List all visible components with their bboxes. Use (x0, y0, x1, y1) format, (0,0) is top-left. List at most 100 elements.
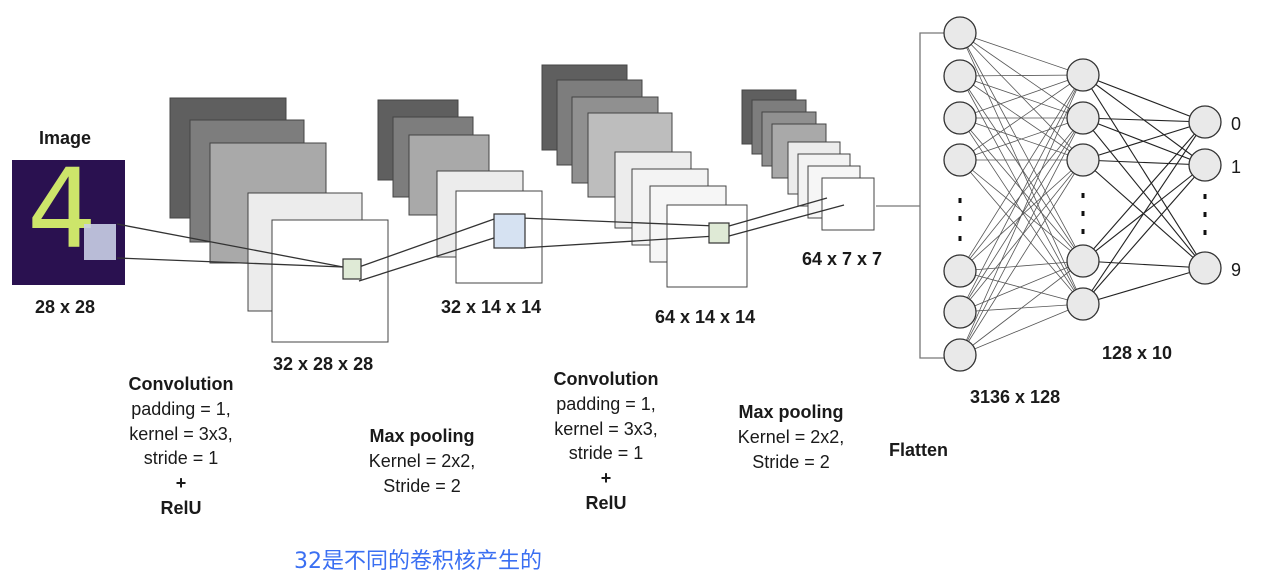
fc-edge (959, 159, 1084, 356)
pool2-shape-label: 64 x 7 x 7 (802, 249, 883, 269)
pool2-kernel: Kernel = 2x2, (737, 426, 845, 447)
fc-edge (1082, 164, 1206, 305)
conv2-feature-map (666, 204, 748, 288)
hidden-layer-1-node (943, 295, 977, 329)
fc-edge (959, 117, 1084, 262)
hidden-layer-1-node (943, 59, 977, 93)
output-layer-node (1188, 148, 1222, 182)
output-layer-node (1188, 105, 1222, 139)
fc-edge (959, 117, 1084, 272)
ellipsis-dot (1081, 193, 1085, 198)
input-caption: Image (39, 128, 92, 148)
hidden-layer-2-node (1066, 244, 1100, 278)
input-image: 4 (12, 145, 125, 285)
receptive-field-line (520, 217, 717, 227)
pool1-kernel-square (493, 213, 526, 249)
receptive-field-line (728, 204, 845, 237)
fc-edge (1082, 260, 1206, 269)
receptive-field-line (520, 235, 717, 249)
ellipsis-dot (1081, 229, 1085, 234)
pool2-description: Max pooling Kernel = 2x2, Stride = 2 (726, 400, 856, 474)
hidden-layer-2-node (1066, 143, 1100, 177)
fc-edge (959, 75, 1084, 119)
fc-edge (1082, 117, 1206, 269)
fc-edge (1082, 159, 1206, 166)
fc-edge (959, 75, 1084, 262)
fc-edge (1082, 159, 1206, 269)
fc-edge (959, 260, 1084, 313)
fc-edge (959, 74, 1084, 161)
pool1-description: Max pooling Kernel = 2x2, Stride = 2 (357, 424, 487, 498)
fc-edge (959, 74, 1084, 356)
conv2-plus: + (600, 468, 612, 489)
hidden-layer-1-node (943, 16, 977, 50)
fc-edge (959, 270, 1084, 305)
ellipsis-dot (958, 198, 962, 203)
conv1-padding: padding = 1, (131, 398, 231, 419)
fc-edge (959, 32, 1084, 262)
ellipsis-dot (1203, 230, 1207, 235)
fc1-shape-label: 3136 x 128 (970, 387, 1061, 407)
receptive-field-line (728, 197, 828, 227)
receptive-field-line (358, 236, 498, 282)
conv1-kernel: kernel = 3x3, (129, 423, 233, 444)
ellipsis-dot (958, 216, 962, 221)
flatten-bracket-line (919, 32, 960, 359)
fc-edge (1082, 121, 1206, 262)
fc-edge (959, 74, 1084, 119)
conv1-plus: + (175, 473, 187, 494)
fc-edge (959, 74, 1084, 77)
pool2-feature-map (821, 177, 875, 231)
pool2-feature-map-stack (741, 89, 875, 231)
conv1-activation: RelU (160, 498, 202, 519)
fc-edge (959, 159, 1084, 305)
fc-edge (1082, 74, 1206, 123)
pool1-stride: Stride = 2 (383, 475, 461, 496)
conv2-kernel-square (708, 222, 730, 244)
fc-edge (959, 32, 1084, 76)
conv1-feature-map-stack (169, 97, 389, 343)
image-background (12, 160, 125, 285)
conv1-stride: stride = 1 (143, 448, 219, 469)
output-label-9: 9 (1231, 260, 1242, 280)
ellipsis-dot (1203, 212, 1207, 217)
pool1-title: Max pooling (369, 426, 475, 446)
pool1-shape-label: 32 x 14 x 14 (441, 297, 542, 317)
fc-edge (959, 74, 1084, 272)
fc-edge (1082, 267, 1206, 305)
hidden-layer-1-node (943, 254, 977, 288)
ellipsis-dot (1203, 194, 1207, 199)
receptive-field-line (116, 257, 344, 268)
receptive-field-line (358, 217, 498, 268)
output-layer-node (1188, 251, 1222, 285)
conv1-kernel-square (342, 258, 362, 280)
hidden-layer-1-node (943, 143, 977, 177)
fc-edge (1082, 121, 1206, 305)
fc-edge (959, 117, 1084, 356)
flatten-label: Flatten (889, 440, 949, 460)
ellipsis-dot (958, 236, 962, 241)
conv2-stride: stride = 1 (568, 443, 644, 464)
hidden-layer-2-node (1066, 101, 1100, 135)
pool2-stride: Stride = 2 (752, 451, 830, 472)
hidden-layer-1-node (943, 101, 977, 135)
hidden-layer-2-node (1066, 58, 1100, 92)
conv2-padding: padding = 1, (556, 393, 656, 414)
conv1-feature-map (271, 219, 389, 343)
output-label-1: 1 (1231, 157, 1242, 177)
pool1-kernel: Kernel = 2x2, (368, 450, 476, 471)
fc-edge (959, 260, 1084, 272)
fc-edge (1082, 74, 1206, 269)
pool1-feature-map-stack (377, 99, 543, 284)
fc-edge (959, 260, 1084, 356)
fc-edge (1082, 117, 1206, 123)
conv1-shape-label: 32 x 28 x 28 (273, 354, 374, 374)
conv1-title: Convolution (128, 374, 234, 394)
conv2-activation: RelU (585, 493, 627, 514)
fc-edge (959, 117, 1084, 161)
conv2-title: Convolution (553, 369, 659, 389)
fc-edge (1082, 121, 1206, 161)
annotation-note: 32是不同的卷积核产生的 (294, 549, 542, 574)
ellipsis-dots (958, 193, 1207, 241)
output-label-0: 0 (1231, 114, 1242, 134)
